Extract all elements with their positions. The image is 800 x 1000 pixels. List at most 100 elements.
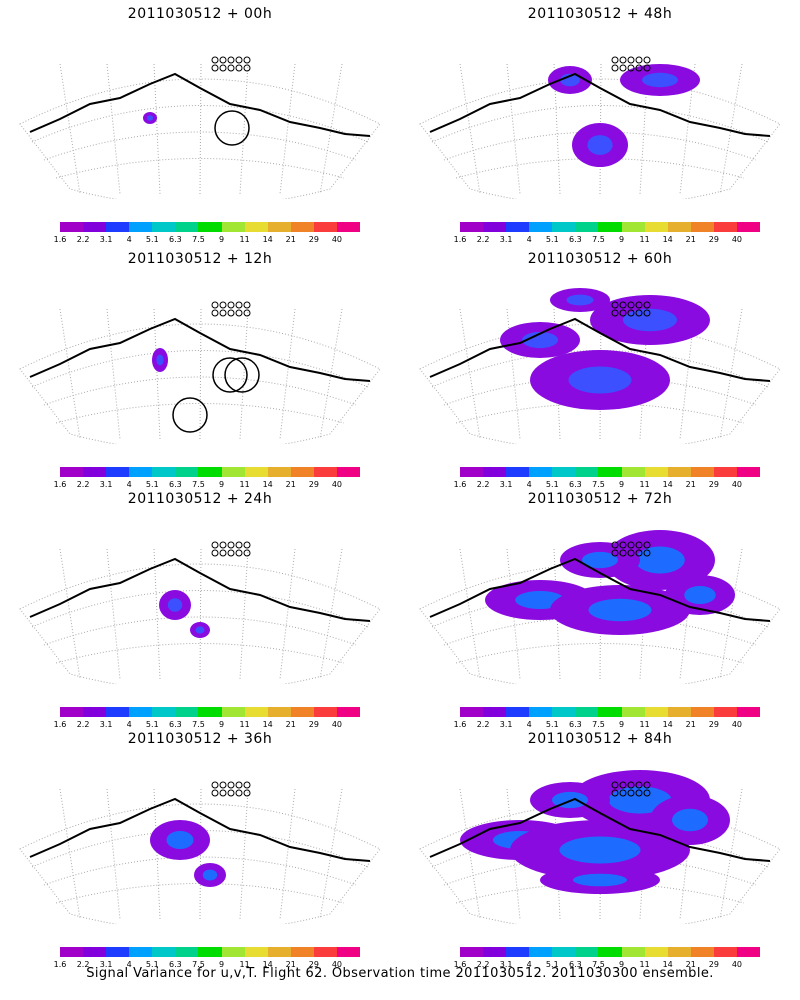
colorbar-segment — [713, 947, 737, 957]
colorbar-tick-label: 29 — [708, 480, 719, 489]
colorbar-segment — [690, 947, 714, 957]
colorbar-labels: 1.6 2.2 3.1 4 5.1 6.3 7.5 9 11 14 21 29 40 — [54, 480, 360, 490]
longitude-gridline — [239, 788, 249, 920]
colorbar-segment — [198, 947, 222, 957]
panel-title: 2011030512 + 72h — [527, 491, 673, 507]
latitude-gridline — [43, 616, 357, 646]
coastline — [29, 317, 371, 382]
colorbar-segment — [483, 467, 507, 477]
colorbar-segment — [60, 467, 84, 477]
colorbar-segment — [690, 222, 714, 232]
colorbar-labels: 1.6 2.2 3.1 4 5.1 6.3 7.5 9 11 14 21 29 40 — [454, 960, 760, 970]
colorbar-tick-label: 7.5 — [592, 960, 605, 969]
panel-title: 2011030512 + 60h — [527, 251, 673, 267]
colorbar-segment — [152, 467, 176, 477]
colorbar-tick-label: 11 — [239, 480, 250, 489]
colorbar-tick-label: 3.1 — [99, 235, 113, 244]
colorbar-tick-label: 5.1 — [545, 720, 559, 729]
coastline — [429, 557, 771, 622]
colorbar-segment — [129, 707, 153, 717]
colorbar-tick-label: 3.1 — [499, 960, 513, 969]
colorbar-tick-label: 14 — [662, 480, 673, 489]
colorbar-segment — [267, 707, 291, 717]
colorbar-tick-label: 1.6 — [453, 235, 467, 244]
colorbar-segment — [290, 222, 314, 232]
colorbar-tick-label: 29 — [308, 960, 319, 969]
colorbar-tick-label: 11 — [639, 960, 650, 969]
colorbar-tick-label: 2.2 — [76, 480, 90, 489]
colorbar-segment — [221, 947, 245, 957]
panel-title: 2011030512 + 36h — [127, 731, 273, 747]
colorbar-tick-label: 6.3 — [569, 235, 582, 244]
variance-blob — [152, 348, 168, 372]
colorbar-tick-label: 5.1 — [545, 480, 559, 489]
colorbar-segment — [175, 947, 199, 957]
colorbar-segment — [198, 707, 222, 717]
longitude-gridline — [553, 548, 561, 680]
colorbar-tick-label: 1.6 — [453, 480, 467, 489]
map-boundary — [419, 78, 781, 199]
variance-blob — [605, 530, 715, 590]
colorbar-labels: 1.6 2.2 3.1 4 5.1 6.3 7.5 9 11 14 21 29 40 — [454, 235, 760, 245]
colorbar-tick-label: 14 — [262, 480, 273, 489]
colorbar-tick-label: 21 — [685, 480, 696, 489]
colorbar — [60, 222, 361, 232]
colorbar-tick-label: 1.6 — [53, 960, 67, 969]
colorbar — [460, 467, 761, 477]
colorbar-segment — [60, 222, 84, 232]
variance-blob — [572, 123, 628, 167]
variance-blob — [620, 64, 700, 96]
variance-blob — [510, 820, 690, 880]
longitude-gridline — [199, 63, 202, 195]
colorbar-tick-label: 9 — [618, 960, 625, 969]
colorbar-tick-label: 7.5 — [192, 960, 205, 969]
colorbar-segment — [575, 947, 599, 957]
colorbar-tick-label: 2.2 — [76, 960, 90, 969]
colorbar-segment — [483, 222, 507, 232]
longitude-gridline — [199, 788, 202, 920]
longitude-gridline — [106, 308, 121, 440]
colorbar-tick-label: 1.6 — [53, 720, 67, 729]
colorbar-segment — [598, 947, 622, 957]
colorbar-tick-label: 4 — [126, 720, 132, 729]
longitude-gridline — [239, 308, 249, 440]
longitude-gridline — [239, 63, 249, 195]
longitude-gridline — [506, 63, 521, 195]
colorbar-tick-label: 14 — [262, 960, 273, 969]
colorbar-segment — [552, 947, 576, 957]
colorbar-segment — [244, 707, 268, 717]
variance-blob — [500, 322, 580, 358]
polar-map — [19, 56, 381, 199]
longitude-gridline — [319, 788, 343, 920]
longitude-gridline — [106, 788, 121, 920]
colorbar-segment — [106, 707, 130, 717]
longitude-gridline — [59, 63, 81, 195]
colorbar-tick-label: 40 — [331, 235, 343, 244]
longitude-gridline — [719, 63, 743, 195]
colorbar-segment — [198, 467, 222, 477]
longitude-gridline — [459, 788, 481, 920]
colorbar-tick-label: 29 — [708, 960, 719, 969]
longitude-gridline — [719, 308, 743, 440]
colorbar-tick-label: 9 — [218, 720, 225, 729]
polar-map — [19, 781, 381, 924]
colorbar-tick-label: 29 — [708, 235, 719, 244]
colorbar-tick-label: 1.6 — [53, 235, 67, 244]
map-panel: 2011030512 + 72h 1.6 2.2 3.1 4 5.1 6.3 7.5 9 11 14… — [400, 485, 800, 730]
longitude-gridline — [239, 548, 249, 680]
colorbar-segment — [667, 467, 691, 477]
variance-blob — [550, 288, 610, 312]
arctic-archipelago — [611, 781, 651, 797]
colorbar-segment — [244, 947, 268, 957]
longitude-gridline — [153, 548, 161, 680]
longitude-gridline — [319, 548, 343, 680]
colorbar-segment — [290, 707, 314, 717]
colorbar-tick-label: 3.1 — [499, 480, 513, 489]
colorbar-tick-label: 1.6 — [453, 720, 467, 729]
arctic-archipelago — [611, 56, 651, 72]
colorbar-segment — [621, 947, 645, 957]
colorbar-tick-label: 6.3 — [569, 480, 582, 489]
variance-blob — [530, 350, 670, 410]
longitude-gridline — [599, 63, 602, 195]
coastline — [29, 557, 371, 622]
